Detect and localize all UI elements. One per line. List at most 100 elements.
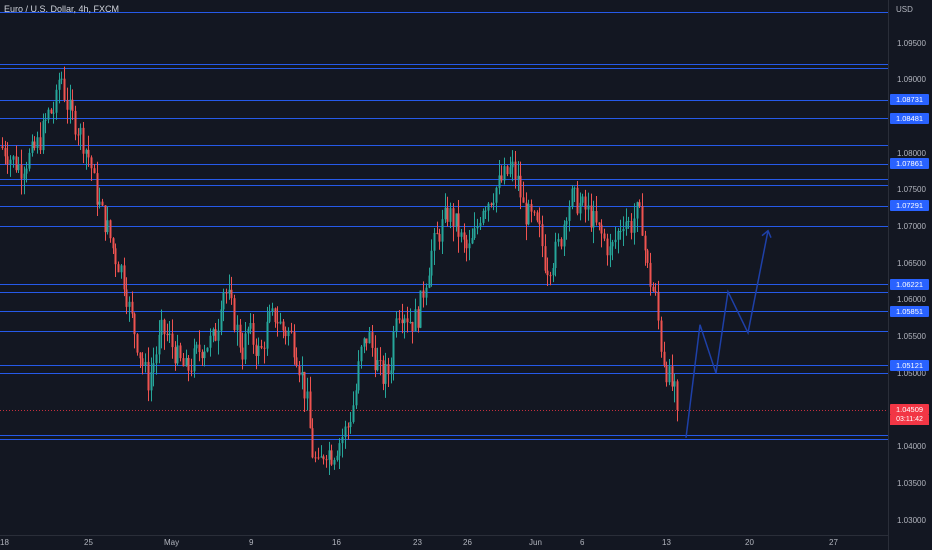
candle-body: [230, 289, 233, 299]
candle-body: [514, 161, 517, 180]
candle-body: [652, 286, 655, 292]
candle-body: [301, 371, 304, 376]
chart-title: Euro / U.S. Dollar, 4h, FXCM: [4, 4, 120, 14]
candle-body: [193, 348, 196, 372]
candle-body: [203, 351, 206, 359]
candle-body: [195, 344, 198, 349]
candle-body: [317, 457, 320, 459]
candle-body: [363, 338, 366, 347]
candle-body: [152, 363, 155, 373]
candle-body: [20, 164, 23, 179]
candle-body: [133, 313, 136, 335]
candle-body: [430, 250, 433, 276]
candle-body: [622, 228, 625, 232]
candle-body: [417, 309, 420, 328]
candle-body: [77, 134, 80, 136]
candle-body: [201, 352, 204, 359]
candle-body: [673, 381, 676, 387]
price-tick-label: 1.05500: [897, 332, 926, 342]
candle-body: [449, 208, 452, 222]
candle-body: [344, 426, 347, 437]
candle-body: [320, 456, 323, 458]
candle-body: [406, 318, 409, 323]
time-scale[interactable]: [0, 535, 888, 550]
candle-body: [576, 187, 579, 214]
candle-body: [490, 203, 493, 205]
candle-body: [360, 346, 363, 362]
candle-body: [428, 275, 431, 288]
candle-body: [247, 328, 250, 334]
candle-body: [506, 166, 509, 175]
candle-body: [236, 324, 239, 331]
candle-body: [98, 201, 101, 205]
candle-body: [649, 262, 652, 287]
candle-body: [123, 265, 126, 290]
candle-body: [52, 112, 55, 114]
candle-body: [252, 323, 255, 345]
candle-body: [484, 210, 487, 212]
candle-body: [636, 202, 639, 219]
level-price-tag: 1.07291: [890, 200, 929, 212]
candle-body: [74, 110, 77, 135]
candle-body: [1, 146, 4, 149]
candle-body: [150, 372, 153, 391]
candle-body: [525, 202, 528, 225]
candle-body: [174, 347, 177, 364]
price-tick-label: 1.04000: [897, 442, 926, 452]
candle-body: [284, 330, 287, 337]
candle-body: [609, 246, 612, 256]
candle-body: [598, 222, 601, 225]
candle-body: [527, 204, 530, 225]
candle-body: [303, 371, 306, 399]
price-scale[interactable]: [888, 0, 932, 550]
price-tick-label: 1.03500: [897, 479, 926, 489]
candle-body: [371, 332, 374, 348]
candle-body: [125, 289, 128, 307]
candle-body: [468, 243, 471, 249]
candle-body: [144, 361, 147, 366]
candle-body: [549, 275, 552, 277]
candle-body: [565, 220, 568, 225]
candle-body: [676, 381, 679, 410]
candle-body: [495, 187, 498, 203]
time-tick-label: 25: [84, 538, 93, 547]
candle-body: [79, 127, 82, 135]
candle-body: [233, 298, 236, 331]
time-tick-label: 6: [580, 538, 585, 547]
candle-body: [503, 166, 506, 181]
candle-body: [93, 168, 96, 174]
candle-body: [644, 235, 647, 251]
candle-body: [646, 250, 649, 263]
candle-body: [395, 318, 398, 332]
candle-body: [654, 291, 657, 293]
candle-body: [276, 322, 279, 324]
candle-body: [101, 201, 104, 206]
time-tick-label: Jun: [529, 538, 542, 547]
candle-body: [63, 78, 66, 101]
candle-body: [595, 211, 598, 223]
candle-body: [182, 358, 185, 367]
candle-body: [311, 428, 314, 458]
candle-body: [176, 345, 179, 364]
candle-body: [112, 238, 115, 249]
candle-body: [82, 127, 85, 154]
candle-body: [663, 351, 666, 366]
candle-body: [187, 357, 190, 371]
price-tick-label: 1.06000: [897, 295, 926, 305]
candle-body: [457, 213, 460, 237]
candle-body: [33, 141, 36, 149]
candle-body: [422, 290, 425, 298]
candle-body: [463, 232, 466, 240]
candle-body: [455, 213, 458, 227]
time-tick-label: 27: [829, 538, 838, 547]
candle-body: [212, 329, 215, 336]
candle-body: [398, 318, 401, 320]
candle-body: [257, 345, 260, 356]
candle-body: [349, 421, 352, 427]
candle-body: [50, 109, 53, 114]
candle-body: [287, 330, 290, 337]
candle-body: [209, 335, 212, 348]
candle-body: [382, 360, 385, 384]
candle-body: [519, 175, 522, 198]
